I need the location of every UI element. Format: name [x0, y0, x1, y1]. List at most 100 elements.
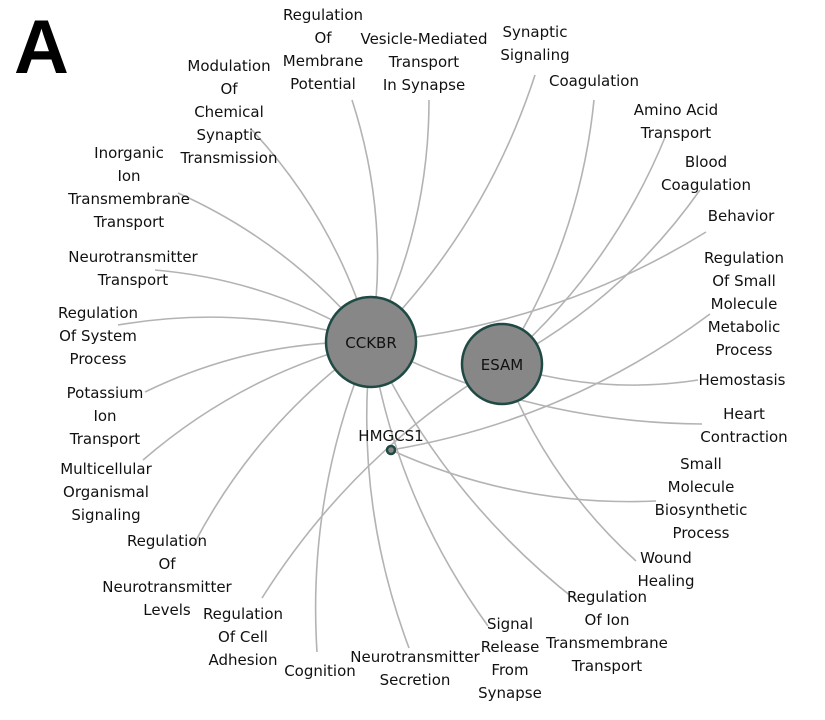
term-label-line: Amino Acid: [634, 101, 718, 119]
term-label-line: Inorganic: [94, 144, 164, 162]
term-label-line: Adhesion: [209, 651, 278, 669]
term-label-line: Biosynthetic: [655, 501, 748, 519]
term-label-line: Regulation: [704, 249, 784, 267]
term-label-line: Heart: [723, 405, 765, 423]
term-label-line: Regulation: [58, 304, 138, 322]
term-label-line: Synaptic: [503, 23, 568, 41]
term-label-t11[interactable]: Small Molecule Biosynthetic Process: [655, 455, 748, 542]
term-label-line: Transport: [388, 53, 460, 71]
term-label-line: Transport: [93, 213, 165, 231]
term-label-line: Modulation: [187, 57, 270, 75]
term-label-line: Transmembrane: [67, 190, 190, 208]
term-label-line: Of System: [59, 327, 137, 345]
term-label-line: Release: [481, 638, 540, 656]
term-label-t21[interactable]: Regulation Of System Process: [58, 304, 138, 368]
term-label-line: Signaling: [71, 506, 140, 524]
term-label-line: Neurotransmitter: [68, 248, 198, 266]
term-label-line: Ion: [117, 167, 140, 185]
term-label-line: Potential: [290, 75, 356, 93]
term-label-line: Of Small: [712, 272, 776, 290]
term-label-t10[interactable]: Heart Contraction: [700, 405, 787, 446]
term-label-line: Multicellular: [60, 460, 152, 478]
term-label-line: Healing: [637, 572, 694, 590]
term-label-t2[interactable]: Vesicle-Mediated Transport In Synapse: [360, 30, 487, 94]
term-label-t23[interactable]: Inorganic Ion Transmembrane Transport: [67, 144, 190, 231]
term-label-t9[interactable]: Hemostasis: [699, 371, 786, 389]
term-label-line: Small: [680, 455, 722, 473]
term-label-t20[interactable]: Potassium Ion Transport: [67, 384, 144, 448]
term-label-line: In Synapse: [383, 76, 465, 94]
term-label-line: Hemostasis: [699, 371, 786, 389]
term-label-line: Behavior: [708, 207, 775, 225]
term-label-t15[interactable]: Neurotransmitter Secretion: [350, 648, 480, 689]
term-label-t6[interactable]: Blood Coagulation: [661, 153, 751, 194]
term-label-line: Synapse: [478, 684, 542, 702]
edge-hmgcs1-t8: [390, 313, 711, 451]
gene-label-hmgcs1: HMGCS1: [358, 427, 423, 445]
term-label-line: Contraction: [700, 428, 787, 446]
term-label-line: Coagulation: [549, 72, 639, 90]
term-label-t18[interactable]: Regulation Of Neurotransmitter Levels: [102, 532, 232, 619]
gene-label-esam: ESAM: [481, 356, 523, 374]
term-label-line: Regulation: [567, 588, 647, 606]
term-label-line: Neurotransmitter: [350, 648, 480, 666]
gene-node-cckbr[interactable]: [324, 295, 418, 389]
term-label-line: Vesicle-Mediated: [360, 30, 487, 48]
term-label-line: Ion: [93, 407, 116, 425]
term-label-line: Of Cell: [218, 628, 268, 646]
term-label-line: Of: [314, 29, 332, 47]
edge-cckbr-t16: [314, 341, 372, 653]
term-label-line: Of: [220, 80, 238, 98]
term-label-line: Transmembrane: [545, 634, 668, 652]
term-label-line: Regulation: [203, 605, 283, 623]
term-label-line: Of: [158, 555, 176, 573]
term-label-t4[interactable]: Coagulation: [549, 72, 639, 90]
term-label-line: Organismal: [63, 483, 149, 501]
edge-esam-t17: [261, 363, 503, 599]
edge-esam-t4: [501, 99, 595, 365]
term-label-line: Process: [70, 350, 127, 368]
term-label-line: Transport: [640, 124, 712, 142]
term-label-t12[interactable]: Wound Healing: [637, 549, 694, 590]
term-label-line: Synaptic: [197, 126, 262, 144]
gene-node-esam[interactable]: [460, 322, 544, 406]
term-label-t1[interactable]: Regulation Of Membrane Potential: [283, 6, 363, 93]
term-label-line: Neurotransmitter: [102, 578, 232, 596]
term-label-t19[interactable]: Multicellular Organismal Signaling: [60, 460, 152, 524]
term-label-t5[interactable]: Amino Acid Transport: [634, 101, 718, 142]
term-label-line: Process: [673, 524, 730, 542]
term-label-line: Transport: [571, 657, 643, 675]
term-label-t14[interactable]: Signal Release From Synapse: [478, 615, 542, 702]
term-label-line: Process: [716, 341, 773, 359]
edge-esam-t5: [501, 134, 667, 365]
gene-nodes-layer: CCKBR ESAM HMGCS1: [324, 295, 544, 456]
term-label-line: Metabolic: [708, 318, 781, 336]
term-label-line: Transmission: [180, 149, 278, 167]
term-label-line: Membrane: [283, 52, 363, 70]
term-label-line: Of Ion: [585, 611, 630, 629]
term-label-line: Transport: [97, 271, 169, 289]
term-label-t17[interactable]: Regulation Of Cell Adhesion: [203, 605, 283, 669]
term-label-line: Coagulation: [661, 176, 751, 194]
term-label-t16[interactable]: Cognition: [284, 662, 356, 680]
term-label-line: From: [491, 661, 528, 679]
term-label-line: Regulation: [283, 6, 363, 24]
gene-node-hmgcs1[interactable]: [385, 444, 397, 456]
panel-label: A: [14, 5, 69, 90]
term-label-t3[interactable]: Synaptic Signaling: [500, 23, 569, 64]
term-label-line: Chemical: [194, 103, 264, 121]
edge-cckbr-t7: [370, 231, 707, 343]
edge-cckbr-t3: [370, 74, 536, 343]
term-label-t8[interactable]: Regulation Of Small Molecule Metabolic Proce…: [704, 249, 784, 359]
term-label-t22[interactable]: Neurotransmitter Transport: [68, 248, 198, 289]
term-label-line: Potassium: [67, 384, 144, 402]
term-label-line: Transport: [69, 430, 141, 448]
gene-label-cckbr: CCKBR: [345, 334, 397, 352]
term-label-line: Signal: [487, 615, 533, 633]
term-label-line: Levels: [143, 601, 191, 619]
term-label-t24[interactable]: Modulation Of Chemical Synaptic Transmission: [180, 57, 278, 167]
term-label-t13[interactable]: Regulation Of Ion Transmembrane Transport: [545, 588, 668, 675]
term-label-t7[interactable]: Behavior: [708, 207, 775, 225]
term-label-line: Wound: [640, 549, 692, 567]
